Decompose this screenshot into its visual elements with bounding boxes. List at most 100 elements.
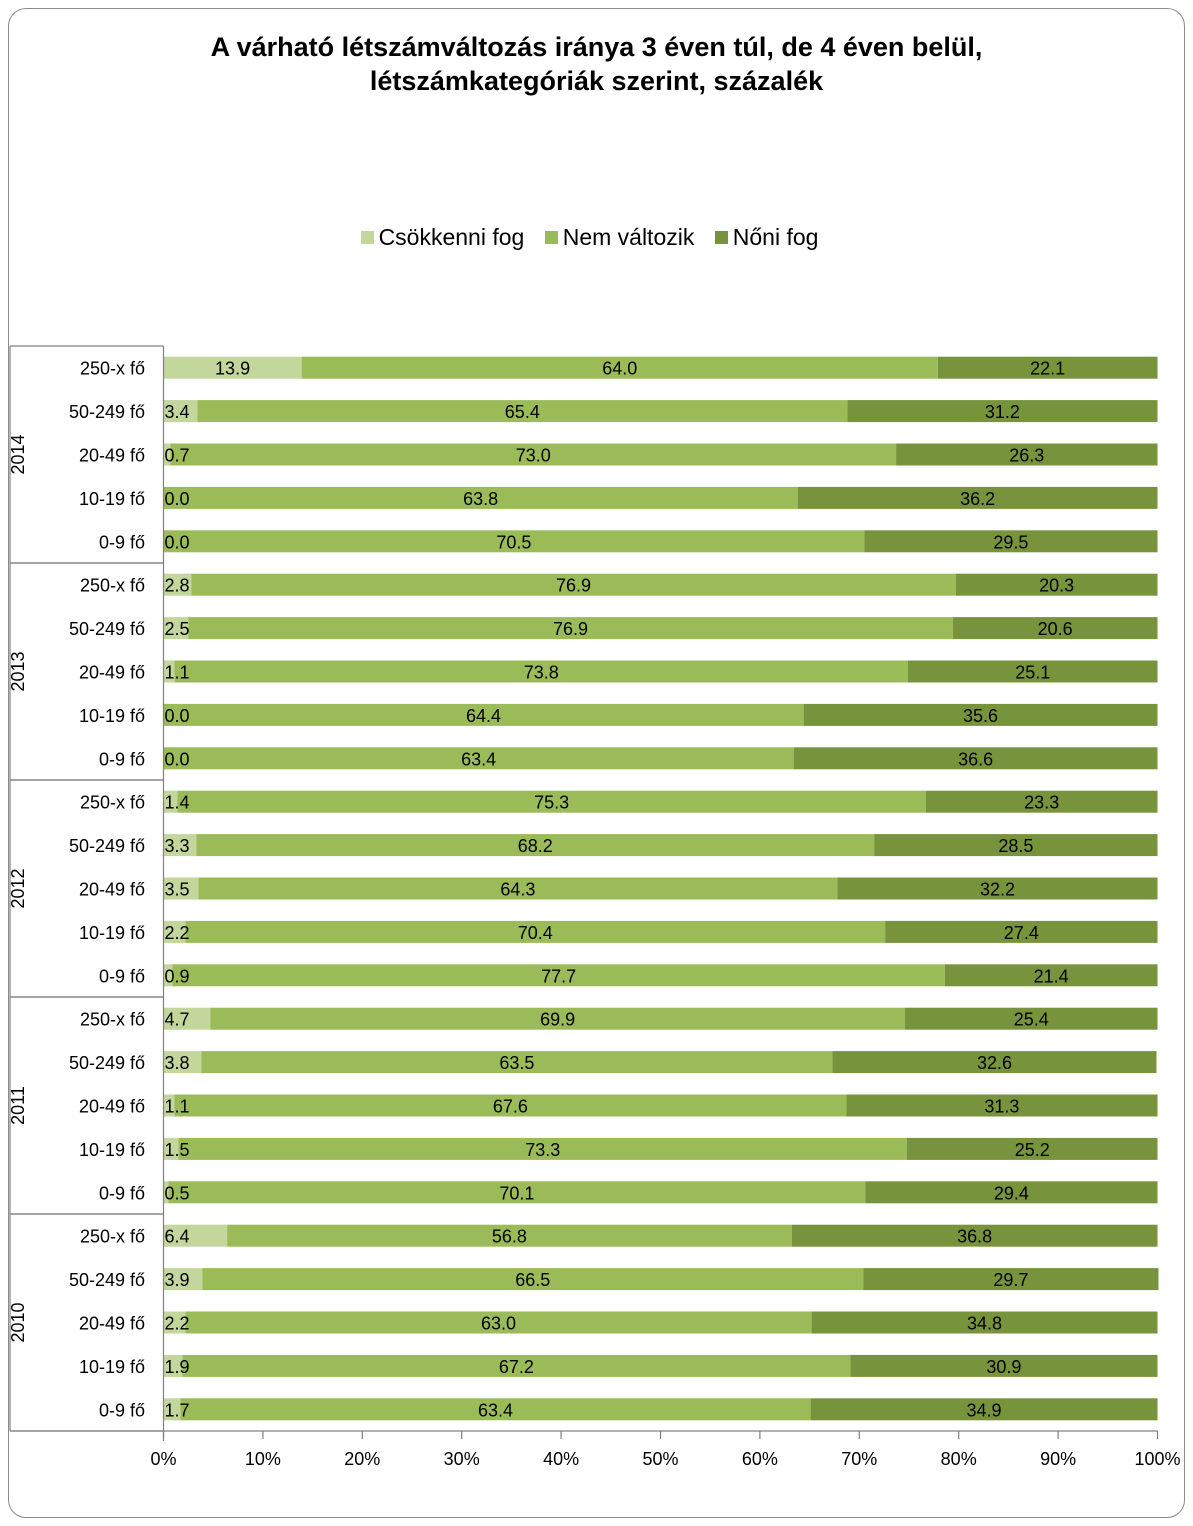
data-label: 0.0 [165,489,190,509]
data-label: 25.2 [1015,1140,1050,1160]
category-label: 0-9 fő [99,1400,145,1420]
bar-segment [863,1268,1159,1291]
category-label: 250-x fő [80,576,145,596]
data-label: 64.4 [466,706,501,726]
data-label: 32.6 [977,1053,1012,1073]
data-label: 23.3 [1024,793,1059,813]
bar-segment [163,790,178,813]
category-label: 10-19 fő [79,923,145,943]
bar-segment [163,1007,211,1030]
category-label: 20-49 fő [79,1097,145,1117]
x-tick-label: 0% [150,1449,176,1469]
data-label: 67.6 [493,1097,528,1117]
bar-segment [846,1094,1158,1117]
data-label: 0.0 [165,706,190,726]
data-label: 1.4 [165,793,190,813]
bar-segment [793,747,1158,770]
bar-segment [832,1051,1157,1074]
x-tick-label: 10% [245,1449,281,1469]
category-label: 20-49 fő [79,880,145,900]
data-label: 70.1 [499,1183,534,1203]
data-label: 2.2 [165,923,190,943]
bar-segment [908,660,1158,683]
bar-segment [210,1007,906,1030]
category-label: 50-249 fő [69,619,145,639]
year-label: 2014 [8,434,28,474]
data-label: 27.4 [1004,923,1039,943]
data-label: 0.7 [165,446,190,466]
data-label: 25.4 [1014,1010,1049,1030]
data-label: 3.9 [165,1270,190,1290]
data-label: 69.9 [540,1010,575,1030]
bar-segment [170,443,897,466]
category-label: 10-19 fő [79,1357,145,1377]
bar-segment [865,1181,1158,1204]
category-label: 0-9 fő [99,1183,145,1203]
bar-segment [163,400,198,423]
bar-segment [178,1137,908,1160]
x-tick-label: 90% [1040,1449,1076,1469]
data-label: 4.7 [165,1010,190,1030]
data-label: 3.5 [165,880,190,900]
bar-segment [163,660,175,683]
x-tick-label: 80% [941,1449,977,1469]
bar-segment [163,1311,186,1334]
category-label: 10-19 fő [79,489,145,509]
bar-segment [180,1398,811,1421]
bar-segment [163,1137,179,1160]
data-label: 22.1 [1030,359,1065,379]
chart-title-line-2: létszámkategóriák szerint, százalék [369,66,824,96]
category-label: 250-x fő [80,1227,145,1247]
data-label: 76.9 [553,619,588,639]
data-label: 34.9 [967,1400,1002,1420]
bar-segment [163,530,865,553]
bar-segment [163,443,171,466]
data-label: 21.4 [1034,966,1069,986]
bar-segment [168,1181,866,1204]
bar-segment [185,1311,812,1334]
data-label: 28.5 [998,836,1033,856]
bar-segment [197,400,848,423]
x-tick-label: 100% [1134,1449,1180,1469]
data-label: 2.5 [165,619,190,639]
data-label: 36.8 [957,1227,992,1247]
bar-segment [196,834,875,857]
data-label: 13.9 [215,359,250,379]
data-label: 1.1 [165,1097,190,1117]
bar-segment [791,1224,1158,1247]
data-label: 0.5 [165,1183,190,1203]
data-label: 73.0 [516,446,551,466]
category-label: 50-249 fő [69,1270,145,1290]
bar-segment [896,443,1158,466]
bar-segment [885,920,1158,943]
year-label: 2013 [8,651,28,691]
bar-segment [905,1007,1158,1030]
data-label: 68.2 [518,836,553,856]
category-label: 20-49 fő [79,1314,145,1334]
category-label: 50-249 fő [69,402,145,422]
legend-label-csokkenni: Csökkenni fog [378,224,525,250]
bar-segment [185,920,886,943]
data-label: 3.8 [165,1053,190,1073]
legend-swatch-nem-valtozik [544,231,558,244]
data-label: 36.2 [960,489,995,509]
legend-label-noni: Nőni fog [732,224,819,250]
bar-segment [191,573,956,596]
data-label: 0.0 [165,749,190,769]
bar-segment [163,1094,175,1117]
bar-segment [163,703,804,726]
bar-segment [944,964,1158,987]
legend-label-nem-valtozik: Nem változik [562,224,695,250]
category-label: 0-9 fő [99,749,145,769]
data-label: 36.6 [958,749,993,769]
data-label: 1.5 [165,1140,190,1160]
data-label: 63.4 [478,1400,513,1420]
bar-segment [188,617,953,640]
data-label: 75.3 [534,793,569,813]
data-label: 32.2 [980,880,1015,900]
category-label: 10-19 fő [79,706,145,726]
data-label: 6.4 [165,1227,190,1247]
bar-segment [925,790,1158,813]
data-label: 73.3 [525,1140,560,1160]
data-label: 0.9 [165,966,190,986]
